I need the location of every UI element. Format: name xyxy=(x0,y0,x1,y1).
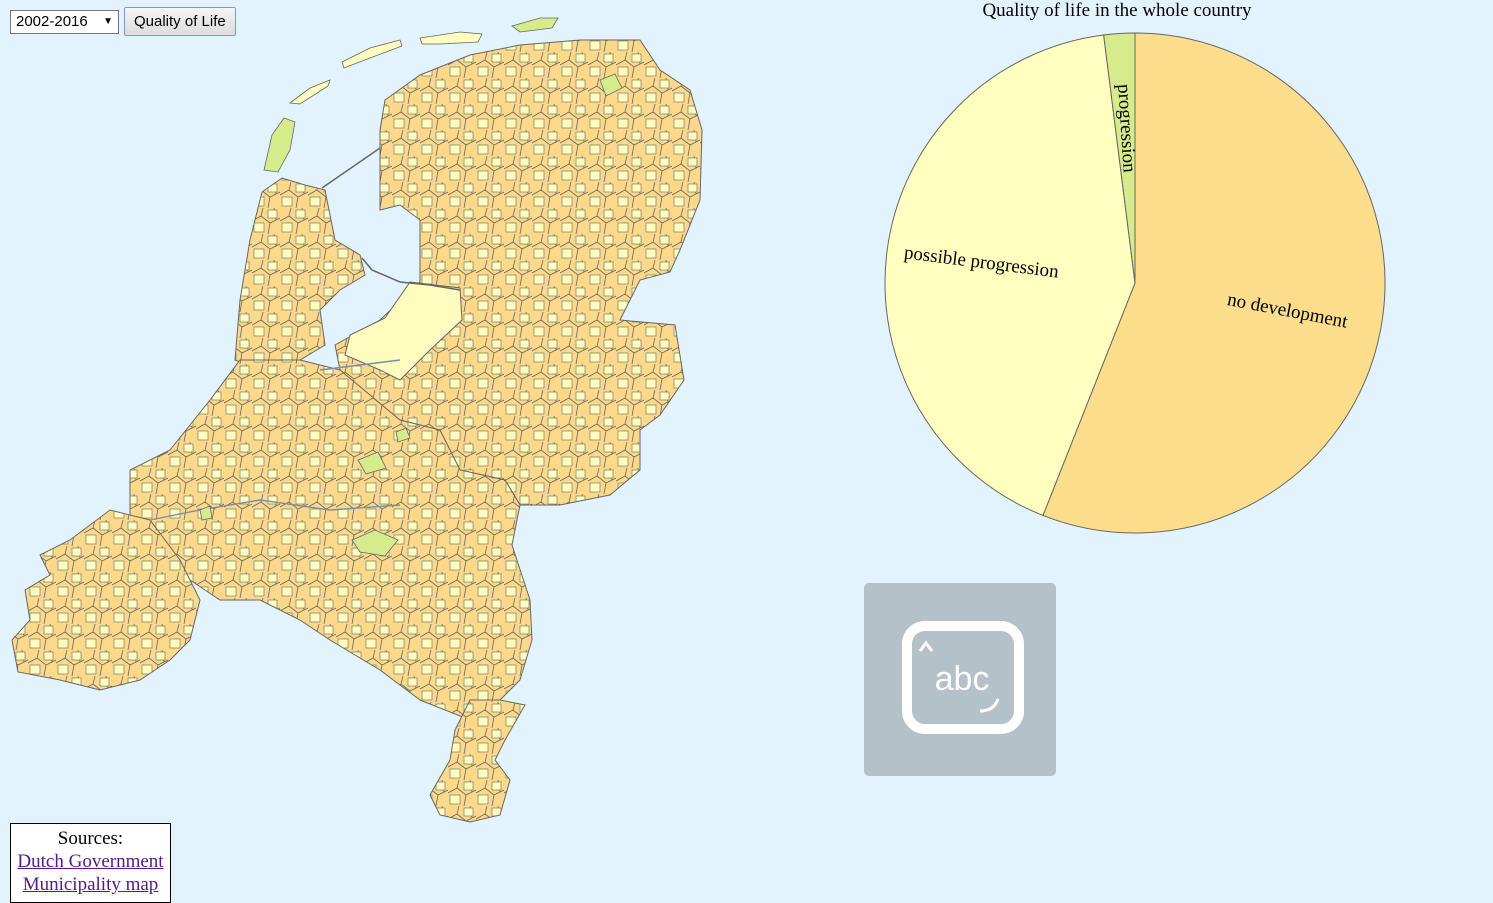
pie-slice-progression[interactable] xyxy=(1103,32,1136,284)
map-region-north[interactable] xyxy=(334,39,703,506)
chevron-down-icon: ▼ xyxy=(103,16,113,27)
pie-slice-no-development[interactable] xyxy=(1042,32,1386,534)
island-texel[interactable] xyxy=(263,117,296,173)
island-terschelling[interactable] xyxy=(341,39,403,69)
map-progression-spot[interactable] xyxy=(395,427,411,443)
waterway-line xyxy=(149,359,401,521)
map-region-zeeland[interactable] xyxy=(11,509,201,691)
pie-chart: Quality of life in the whole country no … xyxy=(860,0,1420,540)
source-link-dutch-government[interactable]: Dutch Government xyxy=(17,851,164,872)
map-region-limburg[interactable] xyxy=(429,699,526,823)
sources-box: Sources: Dutch Government Municipality m… xyxy=(10,823,171,903)
keyboard-tile[interactable]: abc xyxy=(864,583,1056,776)
map-progression-spot[interactable] xyxy=(599,73,623,97)
island-vlieland[interactable] xyxy=(288,79,331,105)
netherlands-map xyxy=(0,0,720,830)
map-progression-spot[interactable] xyxy=(351,529,399,557)
island-schiermonnikoog[interactable] xyxy=(511,17,559,33)
period-select-value: 2002-2016 xyxy=(16,13,88,30)
quality-of-life-button[interactable]: Quality of Life xyxy=(124,7,236,36)
map-progression-spot[interactable] xyxy=(199,505,213,521)
map-region-flevoland[interactable] xyxy=(344,281,463,381)
chart-title: Quality of life in the whole country xyxy=(982,0,1252,21)
island-ameland[interactable] xyxy=(419,31,483,45)
map-region-noord-holland[interactable] xyxy=(234,177,366,371)
source-link-municipality-map[interactable]: Municipality map xyxy=(22,874,159,895)
period-select[interactable]: 2002-2016 ▼ xyxy=(10,9,119,34)
keyboard-tile-text: abc xyxy=(935,660,990,698)
pie-slice-possible-progression[interactable] xyxy=(884,34,1136,517)
keyboard-abc-icon: abc xyxy=(902,621,1024,734)
map-progression-spot[interactable] xyxy=(357,451,387,475)
controls-bar: 2002-2016 ▼ Quality of Life xyxy=(10,7,236,36)
netherlands-map-svg xyxy=(11,17,703,823)
sources-heading: Sources: xyxy=(57,828,124,849)
ijsselmeer-dike xyxy=(321,147,461,291)
